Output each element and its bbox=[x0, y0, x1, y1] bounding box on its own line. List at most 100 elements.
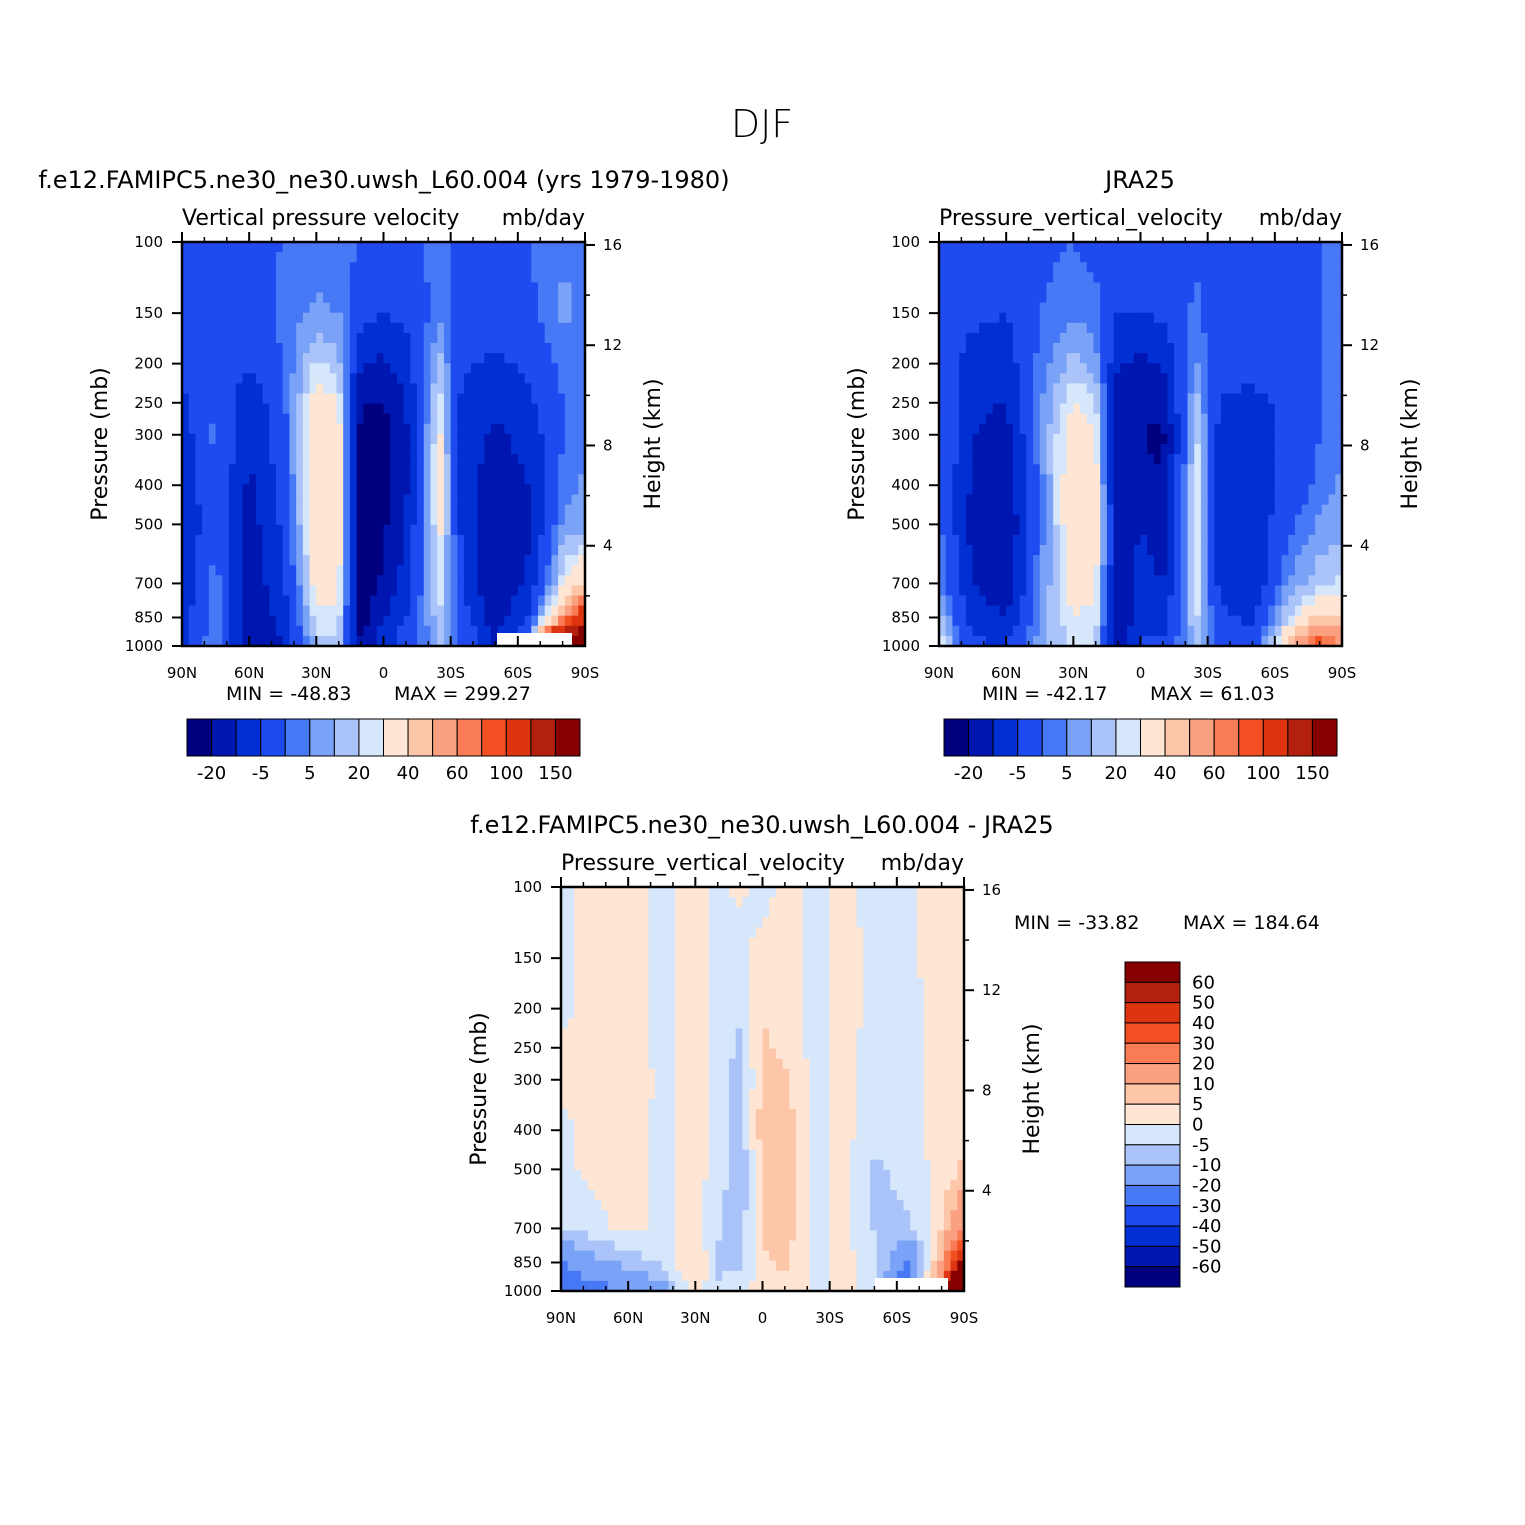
field-cell bbox=[390, 615, 398, 627]
field-cell bbox=[1026, 494, 1034, 506]
field-cell bbox=[1227, 302, 1236, 314]
field-cell bbox=[972, 262, 980, 273]
y-axis-title: Pressure (mb) bbox=[88, 367, 113, 521]
field-cell bbox=[1315, 635, 1323, 647]
field-cell bbox=[986, 464, 994, 475]
field-cell bbox=[249, 353, 257, 364]
field-cell bbox=[376, 605, 385, 617]
field-cell bbox=[1261, 555, 1269, 566]
field-cell bbox=[1187, 262, 1195, 273]
field-cell bbox=[511, 565, 519, 576]
field-cell bbox=[470, 555, 479, 566]
field-cell bbox=[484, 444, 492, 455]
field-cell bbox=[504, 565, 512, 576]
field-cell bbox=[1281, 555, 1289, 566]
field-cell bbox=[403, 312, 411, 324]
field-cell bbox=[396, 494, 405, 506]
field-cell bbox=[1335, 322, 1343, 334]
field-cell bbox=[443, 565, 452, 576]
field-cell bbox=[1241, 403, 1249, 415]
field-cell bbox=[571, 474, 579, 485]
field-cell bbox=[1294, 272, 1303, 283]
field-cell bbox=[443, 322, 452, 334]
field-cell bbox=[1106, 343, 1115, 354]
field-cell bbox=[249, 545, 257, 556]
field-cell bbox=[1093, 433, 1101, 445]
field-cell bbox=[1328, 504, 1336, 516]
field-cell bbox=[965, 413, 974, 425]
field-cell bbox=[484, 272, 492, 283]
field-cell bbox=[396, 363, 405, 374]
field-cell bbox=[403, 504, 411, 516]
field-cell bbox=[1147, 373, 1155, 384]
field-cell bbox=[972, 484, 980, 496]
field-cell bbox=[564, 353, 573, 364]
field-cell bbox=[1033, 312, 1041, 324]
field-cell bbox=[208, 484, 217, 496]
field-cell bbox=[537, 393, 546, 405]
x-tick-label: 90N bbox=[924, 664, 954, 682]
field-cell bbox=[1006, 545, 1014, 556]
field-cell bbox=[1274, 484, 1283, 496]
field-cell bbox=[1174, 383, 1182, 395]
field-cell bbox=[302, 565, 311, 576]
field-cell bbox=[490, 343, 499, 354]
field-cell bbox=[1127, 312, 1135, 324]
field-cell bbox=[484, 332, 492, 344]
field-cell bbox=[323, 585, 331, 597]
field-cell bbox=[363, 292, 371, 304]
field-cell bbox=[249, 302, 257, 314]
field-cell bbox=[1294, 423, 1303, 435]
field-cell bbox=[343, 625, 351, 637]
field-cell bbox=[1046, 393, 1054, 405]
field-cell bbox=[1127, 545, 1135, 556]
field-cell bbox=[517, 262, 526, 273]
field-cell bbox=[215, 635, 223, 647]
field-cell bbox=[1241, 343, 1249, 354]
field-cell bbox=[1167, 635, 1175, 647]
field-cell bbox=[1294, 292, 1303, 304]
field-cell bbox=[443, 635, 452, 647]
field-cell bbox=[965, 433, 974, 445]
field-cell bbox=[1160, 312, 1168, 324]
field-cell bbox=[289, 565, 297, 576]
field-cell bbox=[1321, 322, 1330, 334]
field-cell bbox=[1335, 393, 1343, 405]
x-tick-label: 90N bbox=[167, 664, 197, 682]
field-cell bbox=[1120, 524, 1128, 536]
field-cell bbox=[1241, 575, 1249, 586]
field-cell bbox=[959, 534, 967, 546]
field-cell bbox=[1113, 464, 1121, 475]
field-cell bbox=[376, 292, 385, 304]
field-cell bbox=[1328, 484, 1336, 496]
y-tick-label: 200 bbox=[134, 355, 163, 373]
field-cell bbox=[336, 272, 344, 283]
field-cell bbox=[255, 292, 264, 304]
field-cell bbox=[323, 322, 331, 334]
field-cell bbox=[282, 312, 291, 324]
field-cell bbox=[222, 514, 230, 526]
field-cell bbox=[1160, 272, 1168, 283]
field-cell bbox=[1288, 534, 1296, 546]
field-cell bbox=[578, 514, 586, 526]
field-cell bbox=[276, 292, 284, 304]
field-cell bbox=[1221, 302, 1229, 314]
field-cell bbox=[1153, 545, 1162, 556]
field-cell bbox=[1140, 322, 1148, 334]
field-cell bbox=[1019, 534, 1027, 546]
field-cell bbox=[564, 575, 573, 586]
field-cell bbox=[999, 524, 1007, 536]
field-cell bbox=[457, 534, 465, 546]
field-cell bbox=[1133, 605, 1142, 617]
field-cell bbox=[1174, 272, 1182, 283]
field-cell bbox=[464, 292, 472, 304]
field-cell bbox=[1012, 504, 1021, 516]
field-cell bbox=[1281, 343, 1289, 354]
field-cell bbox=[952, 625, 960, 637]
field-cell bbox=[484, 504, 492, 516]
field-cell bbox=[972, 595, 980, 607]
field-cell bbox=[558, 555, 566, 566]
field-cell bbox=[1180, 302, 1189, 314]
field-cell bbox=[302, 353, 311, 364]
field-cell bbox=[450, 625, 458, 637]
